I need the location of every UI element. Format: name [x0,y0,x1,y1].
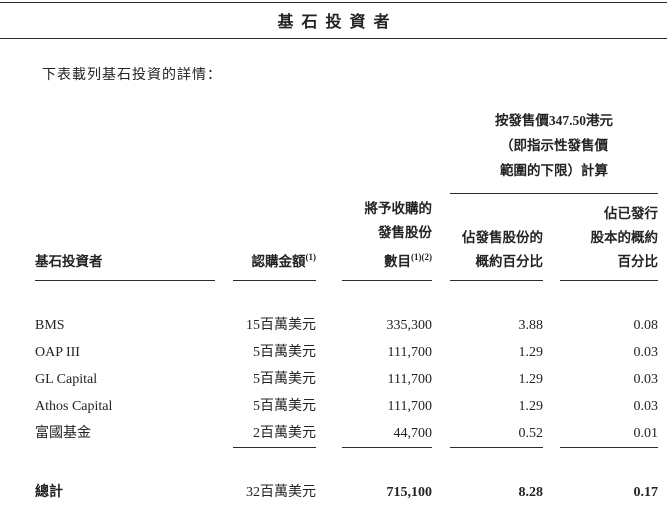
cell-pct-offer: 1.29 [518,399,544,414]
header-pct-offer-line1: 佔發售股份的 [462,230,543,245]
cell-investor: 富國基金 [35,426,91,441]
header-pct-offer-shares: 佔發售股份的 概約百分比 [450,203,543,281]
cell-investor: Athos Capital [35,399,113,414]
table-row: 富國基金 2百萬美元 44,700 0.52 0.01 [35,420,658,448]
header-offer-shares-line1: 將予收購的 [364,201,433,216]
cell-pct-offer: 1.29 [518,345,544,360]
footnote-marker: (1) [305,252,317,262]
cell-pct-offer: 1.29 [518,372,544,387]
header-pct-issued-line3: 百分比 [617,254,659,269]
column-gap [316,203,342,281]
header-offer-shares-line3: 數目(1)(2) [384,252,432,269]
cell-amount: 5百萬美元 [253,399,316,414]
column-gap [543,203,560,281]
cell-pct-issued: 0.03 [633,399,659,414]
intro-text: 下表載列基石投資的詳情： [42,68,222,83]
cell-amount: 5百萬美元 [253,372,316,387]
header-investor: 基石投資者 [35,203,215,281]
header-investor-label: 基石投資者 [35,254,103,269]
total-pct-offer: 8.28 [518,485,544,500]
cell-shares: 335,300 [386,318,433,333]
offer-price-basis-line2: （即指示性發售價 [500,138,608,153]
cell-pct-offer: 0.52 [450,420,543,448]
cell-amount: 15百萬美元 [246,318,316,333]
cell-investor: BMS [35,318,65,333]
column-gap [215,203,233,281]
header-subscription-amount: 認購金額(1) [233,203,316,281]
offer-price-basis-line1: 按發售價347.50港元 [494,113,614,128]
cell-shares: 44,700 [342,420,432,448]
offer-price-basis-line3: 範圍的下限）計算 [500,163,608,178]
column-header-row: 基石投資者 認購金額(1) 將予收購的 發售股份 數目(1)(2) 佔發售股份的… [35,201,658,281]
total-row: 總計 32百萬美元 715,100 8.28 0.17 [35,479,658,506]
header-offer-shares-number: 將予收購的 發售股份 數目(1)(2) [342,201,432,281]
page-title: 基石投資者 [277,14,398,31]
header-subscription-amount-label: 認購金額(1) [251,252,317,269]
cell-shares: 111,700 [387,345,432,360]
cell-investor: GL Capital [35,372,98,387]
cell-pct-issued: 0.03 [633,372,659,387]
table-row: BMS 15百萬美元 335,300 3.88 0.08 [35,312,658,339]
total-shares: 715,100 [386,485,433,500]
header-offer-shares-line2: 發售股份 [378,225,432,240]
header-pct-offer-line2: 概約百分比 [475,254,544,269]
total-label: 總計 [35,485,63,500]
cornerstone-investors-table: 按發售價347.50港元 （即指示性發售價 範圍的下限）計算 基石投資者 認購金… [35,108,658,506]
group-header-spacer [35,108,450,194]
cell-pct-issued: 0.03 [633,345,659,360]
total-amount: 32百萬美元 [246,485,316,500]
cell-investor: OAP III [35,345,80,360]
table-row: OAP III 5百萬美元 111,700 1.29 0.03 [35,339,658,366]
section-title-bar: 基石投資者 [0,2,667,39]
cell-shares: 111,700 [387,372,432,387]
group-header-row: 按發售價347.50港元 （即指示性發售價 範圍的下限）計算 [35,108,658,194]
footnote-marker: (1)(2) [411,252,432,262]
cell-pct-offer: 3.88 [518,318,544,333]
header-pct-issued-line2: 股本的概約 [590,230,659,245]
column-gap [432,203,450,281]
cell-amount: 5百萬美元 [253,345,316,360]
cell-shares: 111,700 [387,399,432,414]
header-pct-issued-capital: 佔已發行 股本的概約 百分比 [560,203,658,281]
cell-pct-issued: 0.01 [560,420,658,448]
cell-amount: 2百萬美元 [233,420,316,448]
table-row: GL Capital 5百萬美元 111,700 1.29 0.03 [35,366,658,393]
cell-pct-issued: 0.08 [633,318,659,333]
header-pct-issued-line1: 佔已發行 [604,206,658,221]
total-pct-issued: 0.17 [633,485,659,500]
table-row: Athos Capital 5百萬美元 111,700 1.29 0.03 [35,393,658,420]
offer-price-basis-header: 按發售價347.50港元 （即指示性發售價 範圍的下限）計算 [450,108,658,194]
